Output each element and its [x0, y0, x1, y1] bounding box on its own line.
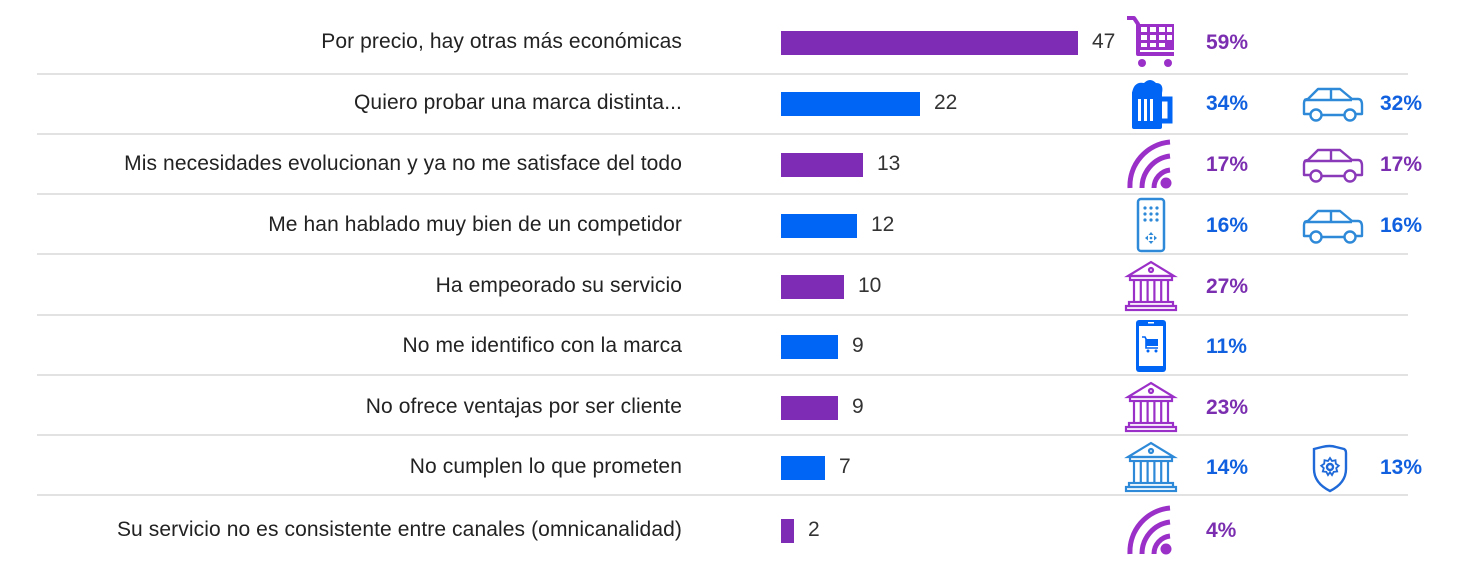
secondary-percentage-label: 32%: [1380, 92, 1423, 115]
chart-row: Me han hablado muy bien de un competidor…: [0, 195, 1462, 255]
chart-row: No cumplen lo que prometen 7 14% 13%: [0, 437, 1462, 497]
bank-icon: [1124, 439, 1178, 495]
row-divider: [37, 193, 1408, 195]
bar-value-label: 9: [852, 334, 864, 357]
chart-row: Quiero probar una marca distinta... 22 34…: [0, 73, 1462, 133]
row-divider: [37, 494, 1408, 496]
percentage-label: 34%: [1206, 92, 1249, 115]
percentage-label: 11%: [1206, 335, 1247, 358]
bar-value-label: 22: [934, 91, 958, 114]
chart-row: Su servicio no es consistente entre cana…: [0, 500, 1462, 560]
category-label: Quiero probar una marca distinta...: [354, 91, 682, 114]
percentage-label: 16%: [1206, 214, 1249, 237]
bar-value-label: 2: [808, 518, 820, 541]
bar-value-label: 10: [858, 274, 882, 297]
percentage-label: 14%: [1206, 456, 1249, 479]
bar-value-label: 12: [871, 213, 895, 236]
bar-value-label: 13: [877, 152, 901, 175]
chart-row: No ofrece ventajas por ser cliente 9 23%: [0, 377, 1462, 437]
percentage-label: 27%: [1206, 275, 1249, 298]
shopping-cart-icon: [1124, 14, 1178, 70]
category-label: Por precio, hay otras más económicas: [321, 30, 682, 53]
shield-gear-icon: [1300, 444, 1366, 493]
bar-value-label: 47: [1092, 30, 1116, 53]
bar-value-label: 7: [839, 455, 851, 478]
category-label: Me han hablado muy bien de un competidor: [268, 213, 682, 236]
row-divider: [37, 73, 1408, 75]
category-label: No ofrece ventajas por ser cliente: [365, 395, 682, 418]
secondary-percentage-label: 17%: [1380, 153, 1423, 176]
row-divider: [37, 253, 1408, 255]
percentage-label: 23%: [1206, 396, 1249, 419]
bar: [781, 519, 794, 543]
wifi-signal-icon: [1124, 136, 1178, 192]
row-divider: [37, 374, 1408, 376]
chart-row: No me identifico con la marca 9 11%: [0, 316, 1462, 376]
row-divider: [37, 133, 1408, 135]
secondary-percentage-label: 13%: [1380, 456, 1423, 479]
car-icon: [1300, 81, 1366, 127]
category-label: Ha empeorado su servicio: [435, 274, 682, 297]
category-label: Mis necesidades evolucionan y ya no me s…: [124, 152, 682, 175]
bar: [781, 396, 838, 420]
chart-row: Por precio, hay otras más económicas 47 5…: [0, 12, 1462, 72]
bar: [781, 31, 1078, 55]
percentage-label: 17%: [1206, 153, 1249, 176]
category-label: No cumplen lo que prometen: [409, 455, 682, 478]
wifi-signal-icon: [1124, 502, 1178, 558]
bar: [781, 456, 825, 480]
car-icon: [1300, 203, 1366, 249]
mobile-shopping-icon: [1124, 318, 1178, 374]
bar: [781, 275, 844, 299]
beer-mug-icon: [1124, 75, 1178, 131]
car-icon: [1300, 142, 1366, 188]
bar: [781, 92, 920, 116]
bank-icon: [1124, 258, 1178, 314]
bank-icon: [1124, 379, 1178, 435]
percentage-label: 4%: [1206, 519, 1237, 542]
row-divider: [37, 434, 1408, 436]
bar: [781, 335, 838, 359]
bar: [781, 214, 857, 238]
secondary-percentage-label: 16%: [1380, 214, 1423, 237]
chart-row: Ha empeorado su servicio 10 27%: [0, 256, 1462, 316]
chart-row: Mis necesidades evolucionan y ya no me s…: [0, 134, 1462, 194]
bar: [781, 153, 863, 177]
bar-value-label: 9: [852, 395, 864, 418]
category-label: No me identifico con la marca: [402, 334, 682, 357]
percentage-label: 59%: [1206, 31, 1249, 54]
tv-remote-icon: [1124, 197, 1178, 253]
category-label: Su servicio no es consistente entre cana…: [116, 518, 682, 541]
row-divider: [37, 314, 1408, 316]
